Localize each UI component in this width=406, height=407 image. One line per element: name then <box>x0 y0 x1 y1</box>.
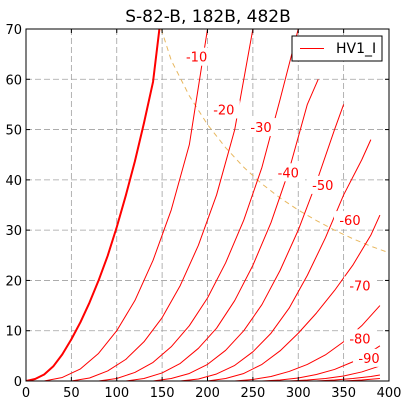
tick-layer: 0 50 100 150 200 250 300 350 400 0 10 20 30 40 50 60 70 <box>5 23 401 401</box>
y-tick-label: 50 <box>5 124 22 139</box>
x-tick-label: 350 <box>331 386 356 401</box>
x-tick-label: 300 <box>286 386 311 401</box>
x-tick-label: 200 <box>195 386 220 401</box>
x-tick-label: 0 <box>22 386 30 401</box>
y-tick-label: 30 <box>5 224 22 239</box>
annotation-layer: -10 -20 -30 -40 -50 -60 -70 -80 -90 <box>180 47 386 367</box>
curve-label-background <box>207 100 240 119</box>
plate-curve <box>152 104 345 381</box>
curve-label-background <box>272 163 305 182</box>
curve-label: -40 <box>278 166 299 181</box>
x-tick-label: 150 <box>150 386 175 401</box>
curve-label: -90 <box>358 352 379 367</box>
curve-label-background <box>343 329 376 348</box>
series-layer <box>26 29 389 381</box>
x-tick-label: 400 <box>377 386 402 401</box>
plate-curve <box>125 79 319 381</box>
y-tick-label: 70 <box>5 23 22 38</box>
curve-label: -50 <box>312 179 333 194</box>
curve-label: -70 <box>349 279 370 294</box>
y-tick-label: 20 <box>5 274 22 289</box>
chart-title: S-82-B, 182B, 482B <box>125 7 291 27</box>
grid-layer <box>26 29 389 381</box>
y-tick-label: 10 <box>5 325 22 340</box>
curve-label-background <box>180 47 213 66</box>
plate-curve <box>180 139 372 381</box>
plate-curve <box>71 29 254 381</box>
plate-curve <box>44 29 208 381</box>
legend: HV1_I <box>291 35 383 62</box>
curve-label: -20 <box>213 103 234 118</box>
y-tick-label: 60 <box>5 73 22 88</box>
max-dissipation-curve <box>160 29 389 254</box>
curve-label: -10 <box>186 51 207 66</box>
plate-curve <box>26 29 161 381</box>
plate-curve <box>98 29 299 381</box>
plate-curve <box>316 374 381 381</box>
curve-label: -80 <box>349 332 370 347</box>
curve-label-background <box>306 175 339 194</box>
curve-label: -60 <box>339 214 360 229</box>
plate-curve <box>207 214 381 381</box>
y-tick-label: 40 <box>5 174 22 189</box>
curve-label-background <box>343 276 376 295</box>
curve-label-background <box>353 348 386 367</box>
curve-label-background <box>245 118 278 137</box>
x-tick-label: 50 <box>63 386 80 401</box>
x-tick-label: 250 <box>240 386 265 401</box>
y-tick-label: 0 <box>14 375 22 390</box>
x-tick-label: 100 <box>104 386 129 401</box>
curve-label-background <box>333 211 366 230</box>
curves-group <box>26 29 389 381</box>
curve-label: -30 <box>250 121 271 136</box>
legend-label: HV1_I <box>336 41 376 57</box>
plate-curve <box>289 365 381 381</box>
